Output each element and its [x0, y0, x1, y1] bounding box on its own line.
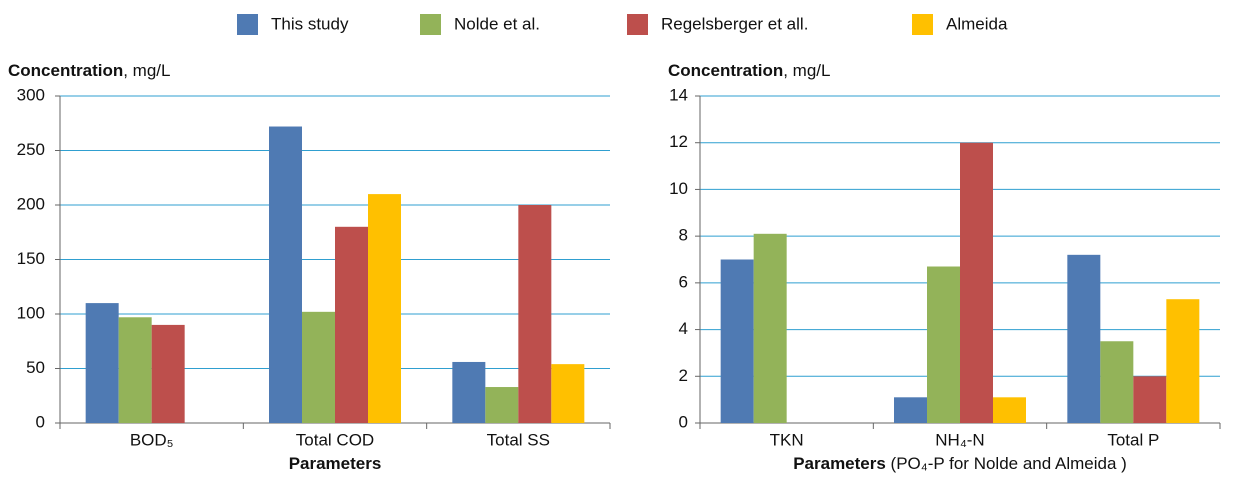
y-tick-label: 8: [679, 226, 688, 245]
bar: [720, 259, 754, 423]
x-axis-title-bold: Parameters: [289, 454, 382, 473]
y-tick-label: 100: [17, 303, 45, 322]
y-tick-label: 250: [17, 140, 45, 159]
legend-swatch: [912, 14, 933, 35]
y-tick-label: 150: [17, 249, 45, 268]
x-tick-label: Total COD: [296, 430, 374, 449]
legend-label: This study: [271, 14, 349, 33]
y-axis-title-bold: Concentration: [668, 61, 783, 80]
bar: [85, 303, 119, 423]
y-tick-label: 300: [17, 85, 45, 104]
bar: [518, 205, 552, 423]
legend-swatch: [420, 14, 441, 35]
bar: [118, 317, 152, 423]
y-tick-label: 10: [669, 179, 688, 198]
legend-label: Almeida: [946, 14, 1008, 33]
legend-label: Regelsberger et all.: [661, 14, 808, 33]
x-tick-label: NH₄-N: [935, 430, 984, 449]
x-axis-title: Parameters (PO₄-P for Nolde and Almeida …: [793, 454, 1127, 473]
bar: [927, 266, 960, 423]
x-tick-label: BOD₅: [130, 430, 174, 449]
y-axis-title-rest: , mg/L: [783, 61, 830, 80]
bar: [993, 397, 1026, 423]
bar: [368, 194, 401, 423]
y-tick-label: 0: [36, 412, 45, 431]
bar: [1133, 376, 1167, 423]
x-tick-label: Total P: [1107, 430, 1159, 449]
legend-swatch: [627, 14, 648, 35]
y-axis-title-bold: Concentration: [8, 61, 123, 80]
bar: [335, 226, 368, 423]
bar: [551, 364, 585, 423]
y-tick-label: 50: [26, 358, 45, 377]
bar: [452, 361, 486, 423]
y-tick-label: 14: [669, 85, 688, 104]
bar: [151, 324, 185, 423]
bar: [960, 142, 993, 423]
bar: [269, 126, 302, 424]
y-axis-title: Concentration, mg/L: [668, 61, 830, 80]
x-tick-label: TKN: [770, 430, 804, 449]
y-tick-label: 6: [679, 272, 688, 291]
y-tick-label: 2: [679, 366, 688, 385]
bar: [753, 233, 787, 423]
bar: [1067, 254, 1101, 423]
legend-label: Nolde et al.: [454, 14, 540, 33]
bar: [302, 311, 335, 423]
x-axis-title-rest: (PO₄-P for Nolde and Almeida ): [886, 454, 1127, 473]
x-axis-title: Parameters: [289, 454, 382, 473]
bar: [1100, 341, 1134, 423]
bar: [1166, 299, 1200, 423]
y-tick-label: 0: [679, 412, 688, 431]
bar: [485, 387, 519, 423]
x-axis-title-bold: Parameters: [793, 454, 886, 473]
legend-swatch: [237, 14, 258, 35]
y-tick-label: 4: [679, 319, 688, 338]
y-tick-label: 200: [17, 194, 45, 213]
bar: [894, 397, 927, 423]
x-tick-label: Total SS: [487, 430, 550, 449]
y-axis-title: Concentration, mg/L: [8, 61, 170, 80]
y-tick-label: 12: [669, 132, 688, 151]
y-axis-title-rest: , mg/L: [123, 61, 170, 80]
